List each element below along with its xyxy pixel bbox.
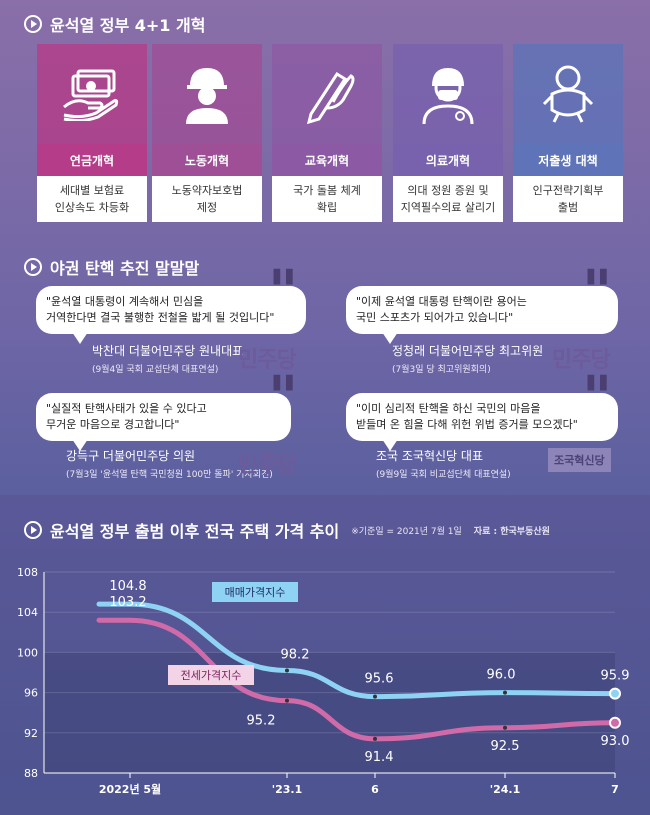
quote-mark-icon: " xyxy=(582,257,613,325)
speaker: 정청래 더불어민주당 최고위원 (7월3일 당 최고위원회의) xyxy=(392,344,544,375)
reform-card: 의료개혁 의대 정원 증원 및 지역필수의료 살리기 xyxy=(393,44,503,222)
quote-mark-icon: " xyxy=(268,257,299,325)
party-logo: 민주당 xyxy=(552,348,611,373)
quote-bubble: "실질적 탄핵사태가 있을 수 있다고 무거운 마음으로 경고합니다" xyxy=(36,393,291,451)
quote-mark-icon: " xyxy=(268,363,299,431)
quote-bubble: "이미 심리적 탄핵을 하신 국민의 마음을 받들며 온 힘을 다해 위헌 위법… xyxy=(346,393,618,451)
quote-bubble: "윤석열 대통령이 계속해서 민심을 거역한다면 결국 불행한 전철을 밟게 될… xyxy=(36,286,306,344)
chart-section-title: 윤석열 정부 출범 이후 전국 주택 가격 추이 ※기준일 = 2021년 7월… xyxy=(24,518,550,542)
speaker: 박찬대 더불어민주당 원내대표 (9월4일 국회 교섭단체 대표연설) xyxy=(92,344,244,375)
speaker: 조국 조국혁신당 대표 (9월9일 국회 비교섭단체 대표연설) xyxy=(376,449,511,480)
worker-helmet-icon xyxy=(152,44,262,144)
play-circle-icon xyxy=(24,15,42,33)
reform-card-label: 연금개혁 xyxy=(37,144,147,176)
reform-card-label: 교육개혁 xyxy=(272,144,382,176)
quote-bubble: "이제 윤석열 대통령 탄핵이란 용어는 국민 스포츠가 되어가고 있습니다" xyxy=(346,286,618,344)
speaker: 강득구 더불어민주당 의원 (7월3일 '윤석열 탄핵 국민청원 100만 돌파… xyxy=(66,449,273,480)
reform-card-desc: 인구전략기획부 출범 xyxy=(513,176,623,222)
doctor-icon xyxy=(393,44,503,144)
reform-card-desc: 노동약자보호법 제정 xyxy=(152,176,262,222)
baby-icon xyxy=(513,44,623,144)
reform-card-label: 노동개혁 xyxy=(152,144,262,176)
reform-card: 교육개혁 국가 돌봄 체계 확립 xyxy=(272,44,382,222)
reform-card: 저출생 대책 인구전략기획부 출범 xyxy=(513,44,623,222)
impeachment-section-title: 야권 탄핵 추진 말말말 xyxy=(24,255,199,279)
play-circle-icon xyxy=(24,258,42,276)
chart-panel xyxy=(0,495,650,815)
play-circle-icon xyxy=(24,521,42,539)
reform-card-label: 의료개혁 xyxy=(393,144,503,176)
reform-card: 연금개혁 세대별 보험료 인상속도 차등화 xyxy=(37,44,147,222)
reform-card: 노동개혁 노동약자보호법 제정 xyxy=(152,44,262,222)
reform-card-desc: 세대별 보험료 인상속도 차등화 xyxy=(37,176,147,222)
reform-card-desc: 국가 돌봄 체계 확립 xyxy=(272,176,382,222)
reform-section-title: 윤석열 정부 4+1 개혁 xyxy=(24,12,205,36)
reform-card-desc: 의대 정원 증원 및 지역필수의료 살리기 xyxy=(393,176,503,222)
party-logo: 민주당 xyxy=(238,348,297,373)
money-hand-icon xyxy=(37,44,147,144)
party-logo: 민주당 xyxy=(238,453,297,478)
quote-mark-icon: " xyxy=(582,363,613,431)
pencil-hand-icon xyxy=(272,44,382,144)
party-logo: 조국혁신당 xyxy=(548,448,611,472)
reform-card-label: 저출생 대책 xyxy=(513,144,623,176)
